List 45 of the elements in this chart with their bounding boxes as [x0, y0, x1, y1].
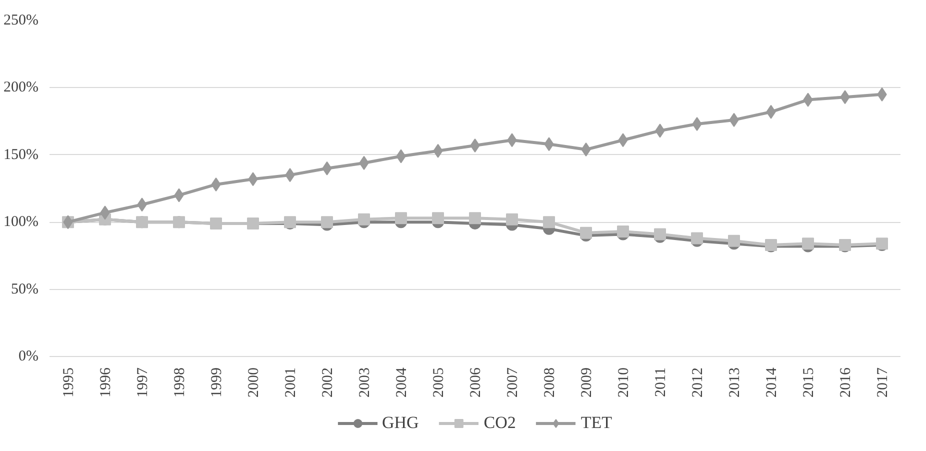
- x-tick-label: 2011: [653, 367, 669, 397]
- y-tick-label: 150%: [4, 146, 39, 163]
- point: [395, 212, 407, 224]
- point: [802, 238, 814, 250]
- x-tick-label: 2009: [579, 368, 595, 398]
- legend-label: GHG: [382, 412, 419, 432]
- x-tick-label: 2000: [246, 368, 262, 398]
- x-tick-label: 2002: [320, 368, 336, 398]
- point: [728, 234, 740, 247]
- x-tick-label: 2008: [542, 368, 558, 398]
- x-tick-label: 2015: [801, 368, 817, 398]
- x-tick-label: 2003: [357, 368, 373, 398]
- point: [321, 216, 333, 228]
- x-tick-label: 2013: [727, 368, 743, 398]
- legend-label: TET: [580, 412, 612, 432]
- legend-label: CO2: [484, 412, 516, 432]
- x-tick-label: 1998: [172, 368, 188, 398]
- point: [432, 212, 444, 224]
- x-tick-label: 1997: [135, 367, 151, 398]
- point: [654, 228, 666, 240]
- x-tick-label: 2010: [616, 368, 632, 398]
- x-tick-label: 2007: [505, 367, 521, 398]
- point: [543, 216, 555, 228]
- point: [691, 232, 703, 244]
- y-tick-label: 100%: [4, 214, 39, 230]
- x-tick-label: 2016: [838, 367, 854, 398]
- point: [506, 213, 518, 226]
- x-tick-label: 1996: [98, 367, 114, 398]
- point: [358, 213, 370, 226]
- x-tick-label: 2006: [468, 367, 484, 398]
- y-tick-label: 50%: [11, 281, 39, 298]
- x-tick-label: 2005: [431, 368, 447, 398]
- point: [469, 212, 481, 224]
- x-tick-label: 2004: [394, 367, 410, 398]
- y-tick-label: 250%: [4, 12, 39, 28]
- x-tick-label: 2017: [875, 367, 891, 398]
- x-tick-label: 2012: [690, 368, 706, 398]
- x-tick-label: 1999: [209, 368, 225, 398]
- point: [617, 226, 629, 238]
- x-tick-label: 1995: [61, 368, 77, 398]
- point: [580, 226, 592, 239]
- x-tick-label: 2001: [283, 368, 299, 398]
- y-tick-label: 0%: [18, 348, 39, 364]
- y-tick-label: 200%: [4, 80, 39, 96]
- x-tick-label: 2014: [764, 367, 780, 398]
